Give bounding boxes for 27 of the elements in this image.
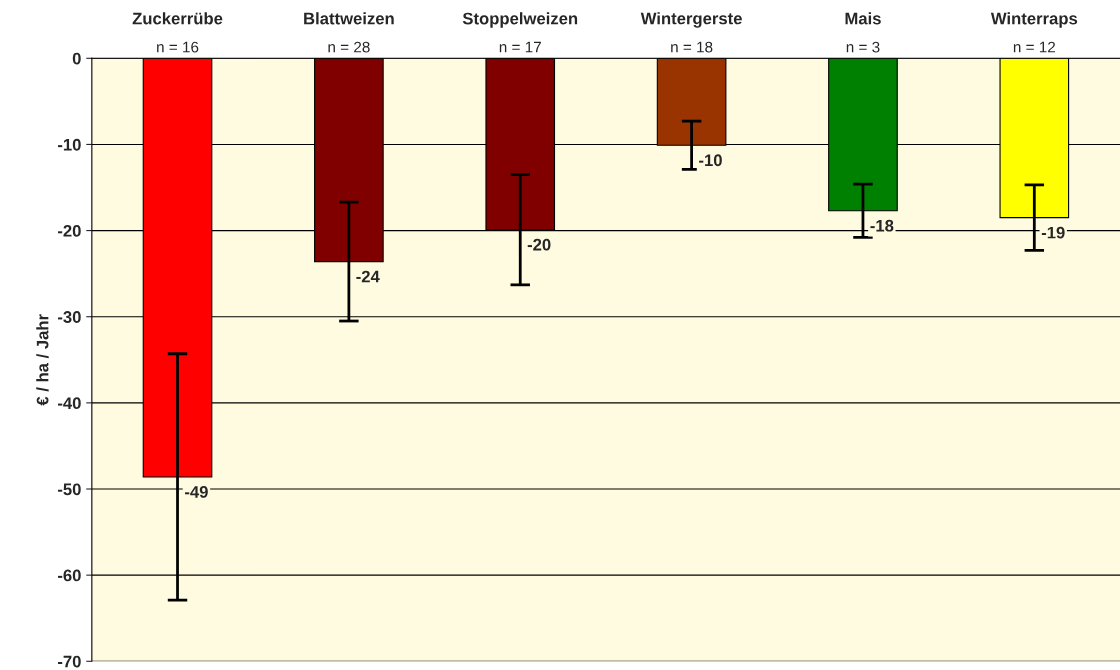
x-tick-label: Stoppelweizen	[462, 12, 578, 28]
data-label: -18	[870, 219, 894, 232]
y-tick-label: 0	[72, 52, 81, 65]
y-tick-label: -40	[57, 397, 81, 410]
y-axis-title: € / ha / Jahr	[36, 314, 49, 406]
x-tick-label: Zuckerrübe	[132, 12, 223, 25]
y-tick-label: -60	[57, 569, 81, 582]
y-tick-label: -30	[57, 311, 81, 323]
annotation: n = 3	[846, 41, 880, 53]
annotation: n = 18	[671, 41, 713, 53]
x-tick-label: Blattweizen	[304, 12, 394, 25]
annotation: n = 12	[1013, 41, 1055, 53]
x-tick-label: Winterraps	[990, 12, 1078, 28]
data-label: -20	[527, 238, 551, 251]
y-tick-label: -20	[57, 224, 81, 237]
y-tick-label: -70	[57, 655, 81, 668]
data-label: -24	[356, 270, 380, 283]
x-tick-label: Wintergerste	[640, 12, 742, 28]
data-label: -49	[185, 486, 208, 498]
y-tick-label: -10	[57, 138, 81, 151]
data-label: -10	[699, 154, 722, 167]
x-tick-label: Mais	[845, 12, 881, 25]
annotation: n = 28	[328, 41, 370, 53]
annotation: n = 17	[499, 41, 541, 53]
y-tick-label: -50	[57, 483, 81, 496]
annotation: n = 16	[157, 41, 199, 53]
data-label: -19	[1041, 226, 1065, 239]
